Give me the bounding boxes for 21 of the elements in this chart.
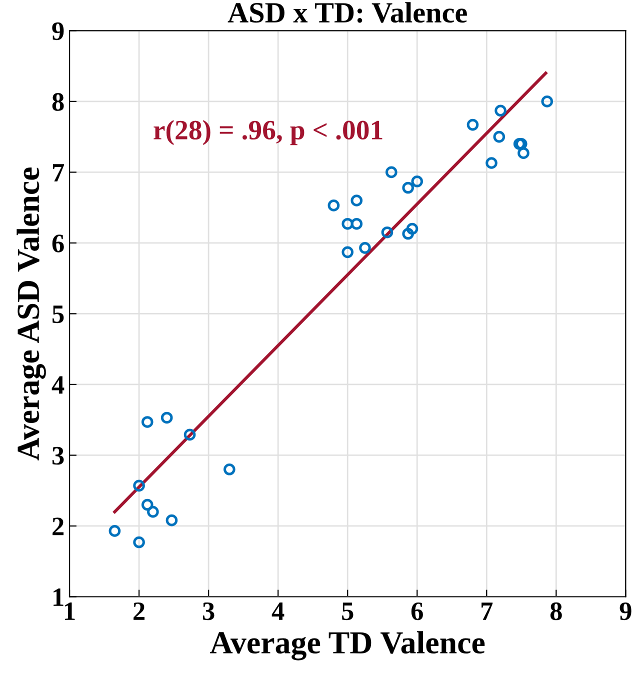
y-axis-title: Average ASD Valence bbox=[16, 168, 46, 460]
x-tick-label: 9 bbox=[620, 602, 632, 620]
y-tick-label: 6 bbox=[52, 234, 64, 252]
x-tick-label: 5 bbox=[342, 602, 354, 620]
y-tick-label: 8 bbox=[52, 93, 64, 111]
y-tick-label: 2 bbox=[52, 518, 64, 536]
annotation: r(28) = .96, p < .001 bbox=[154, 120, 382, 146]
y-tick-label: 1 bbox=[54, 588, 64, 606]
x-tick-label: 2 bbox=[134, 602, 145, 620]
y-tick-label: 9 bbox=[52, 22, 64, 40]
x-tick-label: 3 bbox=[202, 602, 214, 620]
x-tick-label: 7 bbox=[482, 602, 493, 620]
x-tick-label: 4 bbox=[272, 602, 284, 620]
y-tick-label: 3 bbox=[52, 446, 64, 465]
x-tick-label: 8 bbox=[550, 602, 562, 620]
y-tick-label: 5 bbox=[52, 306, 64, 324]
x-tick-label: 6 bbox=[411, 602, 423, 620]
y-tick-label: 4 bbox=[52, 376, 64, 394]
x-axis-title: Average TD Valence bbox=[210, 631, 485, 660]
y-tick-label: 7 bbox=[52, 164, 64, 182]
chart-title: ASD x TD: Valence bbox=[228, 2, 467, 23]
